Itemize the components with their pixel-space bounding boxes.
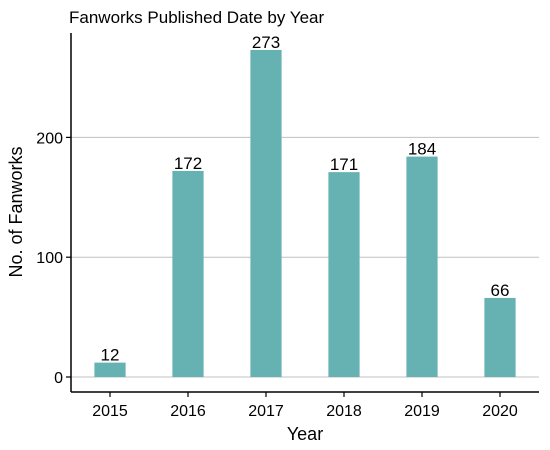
data-label-2015: 12 [101,346,120,365]
chart-title: Fanworks Published Date by Year [69,8,324,27]
x-axis-title: Year [287,424,323,444]
gridlines [71,136,539,378]
bar-2017 [250,49,282,378]
y-axis-title: No. of Fanworks [6,146,26,277]
bar-2015 [94,362,126,377]
x-tick-label-2017: 2017 [248,403,284,420]
x-tick-label-2020: 2020 [482,403,518,420]
bar-2016 [172,170,204,377]
y-tick-label: 200 [36,130,63,147]
x-tick-label-2018: 2018 [326,403,362,420]
y-axis-ticks: 0 100 200 [36,130,71,387]
y-tick-label: 100 [36,250,63,267]
bars [94,49,516,378]
bar-2020 [484,297,516,377]
x-axis-ticks: 2015 2016 2017 2018 2019 2020 [92,392,518,420]
y-tick-label: 0 [54,370,63,387]
data-label-2020: 66 [491,281,510,300]
data-label-2017: 273 [252,33,280,52]
bar-2019 [406,156,438,377]
data-label-2019: 184 [408,140,436,159]
data-labels: 12 172 273 171 184 66 [101,33,510,365]
data-label-2016: 172 [174,154,202,173]
data-label-2018: 171 [330,155,358,174]
bar-2018 [328,172,360,377]
x-tick-label-2016: 2016 [170,403,206,420]
x-tick-label-2015: 2015 [92,403,128,420]
x-tick-label-2019: 2019 [404,403,440,420]
